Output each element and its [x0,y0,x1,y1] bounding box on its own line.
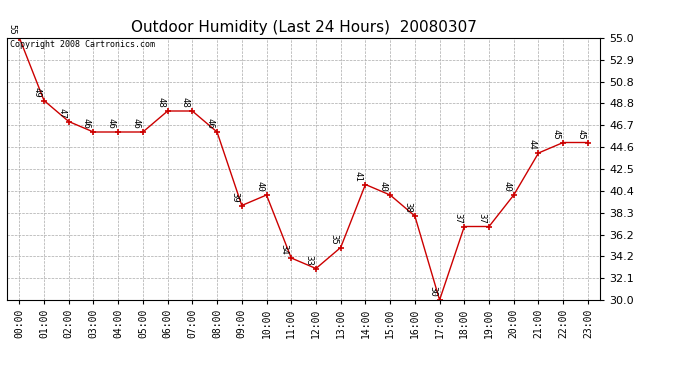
Text: 30: 30 [428,286,437,297]
Text: 44: 44 [527,140,536,150]
Text: 55: 55 [8,24,17,35]
Text: 37: 37 [453,213,462,224]
Text: 48: 48 [156,98,165,108]
Text: 41: 41 [354,171,363,182]
Text: 49: 49 [32,87,41,98]
Text: 48: 48 [181,98,190,108]
Text: 40: 40 [502,182,511,192]
Text: 46: 46 [107,118,116,129]
Text: 33: 33 [304,255,313,266]
Text: 34: 34 [279,244,289,255]
Text: 35: 35 [329,234,338,245]
Text: 40: 40 [379,182,388,192]
Text: 47: 47 [57,108,66,119]
Text: Copyright 2008 Cartronics.com: Copyright 2008 Cartronics.com [10,40,155,49]
Text: 45: 45 [576,129,586,140]
Text: 37: 37 [477,213,486,224]
Text: 46: 46 [82,118,91,129]
Text: 38: 38 [404,202,413,213]
Text: 46: 46 [206,118,215,129]
Text: 45: 45 [552,129,561,140]
Text: 39: 39 [230,192,239,203]
Text: 46: 46 [131,118,141,129]
Text: 40: 40 [255,182,264,192]
Title: Outdoor Humidity (Last 24 Hours)  20080307: Outdoor Humidity (Last 24 Hours) 2008030… [130,20,477,35]
